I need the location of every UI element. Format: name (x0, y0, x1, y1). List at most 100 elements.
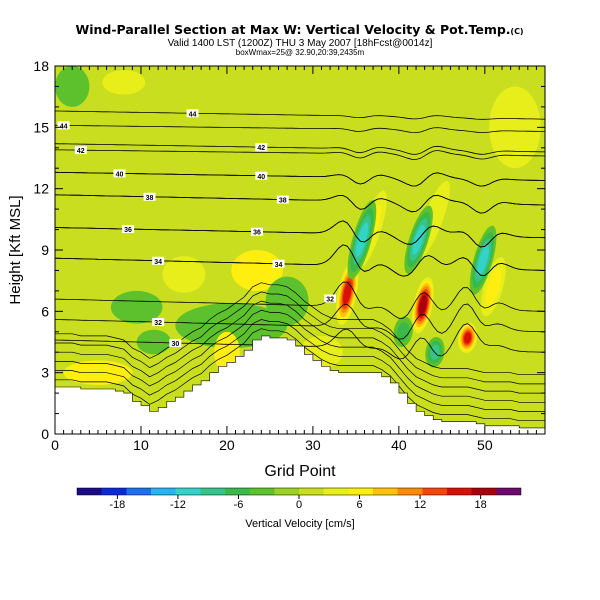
colorbar-gradient (76, 487, 522, 496)
y-tick-label: 9 (41, 242, 49, 258)
contour-label-bg (152, 256, 165, 265)
terrain-mask (55, 335, 545, 434)
y-tick-label: 3 (41, 365, 49, 381)
colorbar-tick-label: 6 (356, 499, 362, 511)
theta-contour (55, 171, 545, 187)
weak-velocity-cell (489, 86, 541, 169)
theta-contour (55, 281, 545, 319)
contour-label-bg (113, 169, 126, 178)
theta-contour-lower (55, 328, 545, 422)
theta-contour-lower (55, 309, 545, 403)
contour-label-bg (255, 171, 268, 180)
colorbar-tick-label: 12 (414, 499, 426, 511)
weak-velocity-cell (102, 70, 146, 95)
contour-label-bg (169, 338, 182, 347)
contour-label-bg (251, 227, 264, 236)
theta-contour (55, 194, 545, 214)
y-tick-label: 12 (33, 181, 49, 197)
colorbar: -18 -12 -6 0 6 12 18 Vertical Velocity [cm/s] (76, 487, 522, 530)
x-tick-label: 10 (133, 437, 149, 453)
contour-label: 40 (257, 174, 265, 181)
colorbar-tick-label: -12 (170, 499, 186, 511)
contour-label: 42 (77, 148, 85, 155)
contour-label: 32 (326, 296, 334, 303)
chart-subtitle: Valid 1400 LST (1200Z) THU 3 May 2007 [1… (168, 38, 433, 49)
contour-label-bg (276, 195, 289, 204)
contour-label-bg (122, 225, 135, 234)
contour-label: 44 (189, 111, 197, 118)
updraft-cell (343, 280, 352, 305)
weak-velocity-cell (162, 256, 206, 293)
plot-area: 30 32 32 34 34 36 36 38 38 40 40 42 42 44 44 (55, 66, 545, 434)
colorbar-tick-label: -6 (234, 499, 244, 511)
theta-contour-lower (55, 319, 545, 412)
updraft-cell (419, 295, 427, 316)
theta-contour (55, 124, 545, 134)
downdraft-cell (397, 322, 410, 342)
theta-contour (55, 110, 545, 120)
colorbar-ticks: -18 -12 -6 0 6 12 18 (109, 495, 487, 511)
chart-title: Wind-Parallel Section at Max W: Vertical… (75, 22, 510, 37)
colorbar-tick-label: 0 (296, 499, 302, 511)
x-axis: 0 10 20 30 40 50 (51, 66, 546, 453)
x-tick-label: 20 (219, 437, 235, 453)
contour-label: 36 (124, 227, 132, 234)
theta-contour (55, 244, 545, 277)
theta-contour (55, 149, 545, 160)
weak-velocity-cell (55, 66, 90, 107)
y-tick-label: 18 (33, 58, 49, 74)
contour-label-bg (152, 318, 165, 327)
x-axis-label: Grid Point (264, 463, 336, 480)
colorbar-label: Vertical Velocity [cm/s] (245, 518, 354, 530)
downdraft-cell (355, 222, 369, 258)
contour-label-bg (143, 192, 156, 201)
weak-velocity-cell (231, 250, 283, 291)
contour-labels: 30 32 32 34 34 36 36 38 38 40 40 42 42 44 44 (57, 109, 337, 348)
theta-contour (55, 220, 545, 248)
contour-label: 30 (171, 341, 179, 348)
theta-contour-lower (55, 291, 545, 385)
contour-label-bg (255, 143, 268, 152)
updraft-cell (464, 332, 472, 344)
updraft-cell (485, 268, 502, 306)
contour-label: 42 (257, 145, 265, 152)
y-tick-label: 15 (33, 119, 49, 135)
y-tick-label: 6 (41, 303, 49, 319)
theta-contour-lower (55, 300, 545, 394)
x-tick-label: 50 (477, 437, 493, 453)
colorbar-tick-label: 18 (475, 499, 487, 511)
theta-contour (55, 303, 545, 340)
x-tick-label: 30 (305, 437, 321, 453)
contour-label-bg (272, 259, 285, 268)
chart-title-mark: (C) (510, 27, 523, 36)
contour-label: 38 (146, 195, 154, 202)
contour-label-bg (324, 294, 337, 303)
x-tick-label: 0 (51, 437, 59, 453)
x-tick-label: 40 (391, 437, 407, 453)
theta-contour-lower (55, 282, 545, 376)
terrain (55, 335, 545, 434)
contour-label-bg (74, 146, 87, 155)
contour-label-bg (57, 121, 70, 130)
y-tick-label: 0 (41, 426, 49, 442)
contour-label: 44 (60, 123, 68, 130)
contour-label-bg (186, 109, 199, 118)
contour-label: 40 (116, 171, 124, 178)
theta-contour (55, 143, 545, 155)
colorbar-tick-label: -18 (109, 499, 125, 511)
weak-velocity-cell (175, 303, 288, 349)
weak-velocity-cell (265, 276, 309, 326)
contour-label: 34 (154, 259, 162, 266)
contour-label: 34 (275, 262, 283, 269)
weak-velocity-cell (110, 290, 163, 324)
downdraft-cell (477, 245, 489, 276)
y-axis-label: Height [Kft MSL] (7, 195, 24, 304)
contour-label: 32 (154, 320, 162, 327)
chart-subtitle-2: boxWmax=25@ 32.90,20:39,2435m (236, 48, 365, 57)
contour-label: 38 (279, 198, 287, 205)
downdraft-cell (412, 224, 425, 255)
contour-label: 36 (253, 230, 261, 237)
